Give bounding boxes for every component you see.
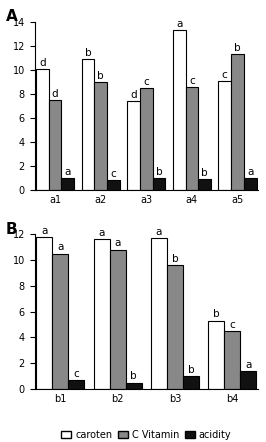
Text: d: d — [52, 89, 59, 99]
Text: c: c — [229, 320, 235, 330]
Text: b: b — [213, 309, 219, 319]
Bar — [218, 81, 231, 190]
Bar — [167, 265, 183, 389]
Bar — [183, 376, 199, 389]
Text: a: a — [98, 228, 105, 238]
Text: b: b — [97, 71, 104, 81]
Bar — [94, 240, 110, 389]
Bar — [198, 179, 211, 190]
Text: b: b — [234, 43, 241, 53]
Text: d: d — [130, 90, 137, 100]
Bar — [49, 100, 61, 190]
Bar — [185, 87, 198, 190]
Text: a: a — [176, 19, 182, 29]
Text: b: b — [156, 167, 162, 177]
Text: a: a — [65, 167, 71, 177]
Bar — [231, 54, 244, 190]
Bar — [127, 101, 140, 190]
Bar — [153, 178, 165, 190]
Text: b: b — [130, 371, 137, 381]
Text: c: c — [222, 70, 228, 80]
Bar — [94, 82, 107, 190]
Text: b: b — [85, 48, 91, 58]
Legend: caroten, C Vitamin, acidity: caroten, C Vitamin, acidity — [60, 428, 233, 442]
Text: c: c — [73, 369, 79, 379]
Text: d: d — [39, 58, 46, 68]
Text: b: b — [201, 168, 208, 178]
Bar — [224, 331, 240, 389]
Text: A: A — [6, 9, 17, 24]
Bar — [36, 69, 49, 190]
Bar — [82, 59, 94, 190]
Bar — [244, 178, 257, 190]
Bar — [208, 320, 224, 389]
Text: B: B — [6, 222, 17, 237]
Text: a: a — [156, 227, 162, 237]
Text: c: c — [189, 76, 195, 86]
Bar — [36, 237, 52, 389]
Text: a: a — [41, 225, 48, 236]
Bar — [240, 371, 256, 389]
Text: a: a — [247, 167, 253, 177]
Bar — [107, 180, 120, 190]
Bar — [140, 88, 153, 190]
Text: c: c — [111, 169, 116, 179]
Bar — [110, 250, 126, 389]
Bar — [52, 254, 68, 389]
Text: b: b — [172, 254, 178, 264]
Bar — [126, 382, 142, 389]
Text: b: b — [188, 365, 194, 375]
Text: a: a — [114, 238, 121, 248]
Text: c: c — [143, 77, 149, 87]
Text: a: a — [57, 242, 64, 252]
Bar — [173, 30, 185, 190]
Text: a: a — [245, 360, 251, 370]
Bar — [68, 380, 84, 389]
Bar — [61, 178, 74, 190]
Bar — [151, 238, 167, 389]
Legend: caroten, Vitamin C, aciditate totala: caroten, Vitamin C, aciditate totala — [39, 232, 254, 246]
